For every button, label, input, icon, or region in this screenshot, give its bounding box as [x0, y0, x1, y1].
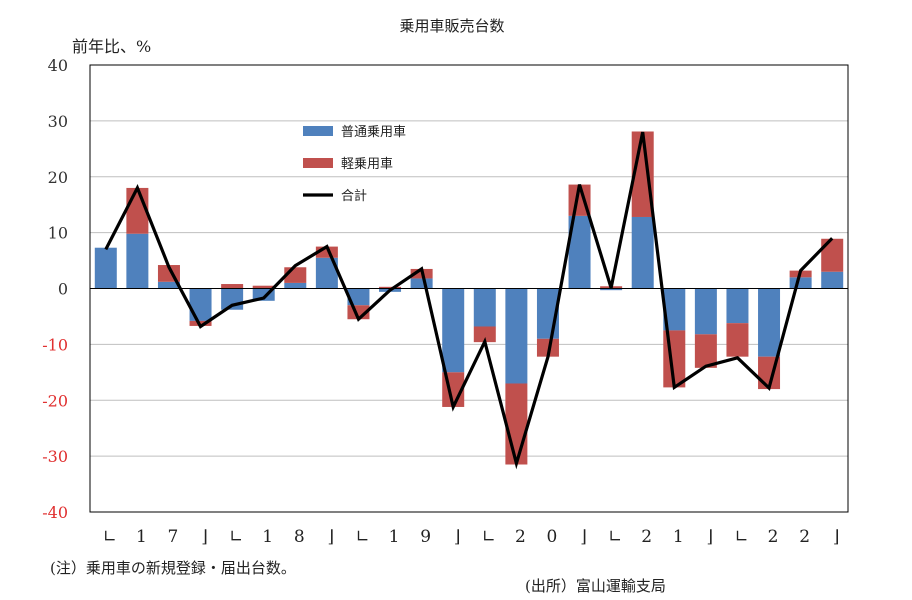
x-tick-label: ⌋ [833, 527, 840, 547]
y-tick-label: -10 [42, 335, 68, 354]
x-tick-label: ⌋ [580, 527, 587, 547]
x-tick-label: 8 [294, 527, 305, 547]
bar-kei [536, 338, 559, 357]
legend-label: 普通乗用車 [341, 125, 406, 140]
x-tick-label: ⌋ [201, 527, 208, 547]
bar-kei [473, 326, 496, 343]
x-tick-label: 1 [673, 527, 684, 547]
y-tick-label: 20 [48, 168, 68, 187]
bar-futsu [284, 282, 307, 289]
bar-futsu [157, 281, 180, 289]
x-tick-label: 2 [768, 527, 779, 547]
bar-futsu [189, 288, 212, 321]
chart-title: 乗用車販売台数 [399, 17, 504, 35]
x-tick-label: 0 [547, 527, 558, 547]
bar-kei [315, 246, 338, 258]
y-tick-label: 0 [58, 280, 68, 299]
x-tick-label: ∟ [229, 527, 243, 547]
x-tick-label: 1 [136, 527, 147, 547]
x-tick-label: ∟ [355, 527, 369, 547]
bar-futsu [789, 277, 812, 289]
legend-swatch-kei [303, 158, 333, 168]
bar-futsu [821, 271, 844, 289]
y-tick-label: 10 [48, 224, 68, 243]
x-tick-label: ∟ [608, 527, 622, 547]
x-tick-label: ∟ [482, 527, 496, 547]
bar-futsu [126, 233, 149, 289]
source-note: (出所）富山運輸支局 [525, 577, 666, 595]
y-axis-label: 前年比、% [72, 37, 151, 56]
bar-futsu [663, 288, 686, 331]
bar-futsu [94, 247, 117, 289]
y-tick-label: 30 [48, 112, 68, 131]
x-tick-label: 1 [389, 527, 400, 547]
y-tick-label: 40 [48, 56, 68, 75]
bar-futsu [726, 288, 749, 324]
y-tick-label: -40 [42, 503, 68, 522]
x-tick-label: 1 [262, 527, 273, 547]
bar-futsu [442, 288, 465, 373]
bar-kei [252, 285, 275, 289]
footnote: (注）乗用車の新規登録・届出台数。 [50, 559, 296, 577]
total-line [104, 131, 834, 470]
bar-kei [726, 323, 749, 357]
x-tick-label: ⌋ [454, 527, 461, 547]
bar-kei [505, 383, 528, 465]
x-tick-label: 2 [799, 527, 810, 547]
bar-futsu [631, 216, 654, 289]
y-tick-label: -30 [42, 447, 68, 466]
legend-label: 軽乗用車 [341, 157, 393, 172]
bar-futsu [473, 288, 496, 327]
bar-kei [221, 284, 244, 289]
x-tick-label: ∟ [734, 527, 748, 547]
bar-kei [379, 286, 402, 289]
bar-kei [694, 334, 717, 368]
bar-futsu [410, 278, 433, 289]
x-tick-label: ∟ [103, 527, 117, 547]
x-tick-label: 9 [420, 527, 431, 547]
bar-futsu [694, 288, 717, 335]
x-tick-label: 2 [641, 527, 652, 547]
legend-swatch-futsu [303, 126, 333, 136]
bar-futsu [600, 288, 623, 291]
legend-label: 合計 [341, 188, 367, 204]
bar-futsu [505, 288, 528, 384]
bar-kei [821, 238, 844, 272]
x-tick-label: ⌋ [707, 527, 714, 547]
y-tick-label: -20 [42, 391, 68, 410]
x-tick-label: 7 [168, 527, 179, 547]
bar-futsu [758, 288, 781, 357]
bar-futsu [347, 288, 370, 306]
x-tick-label: 2 [515, 527, 526, 547]
bar-futsu [568, 215, 591, 289]
x-tick-label: ⌋ [328, 527, 335, 547]
bar-futsu [315, 257, 338, 289]
